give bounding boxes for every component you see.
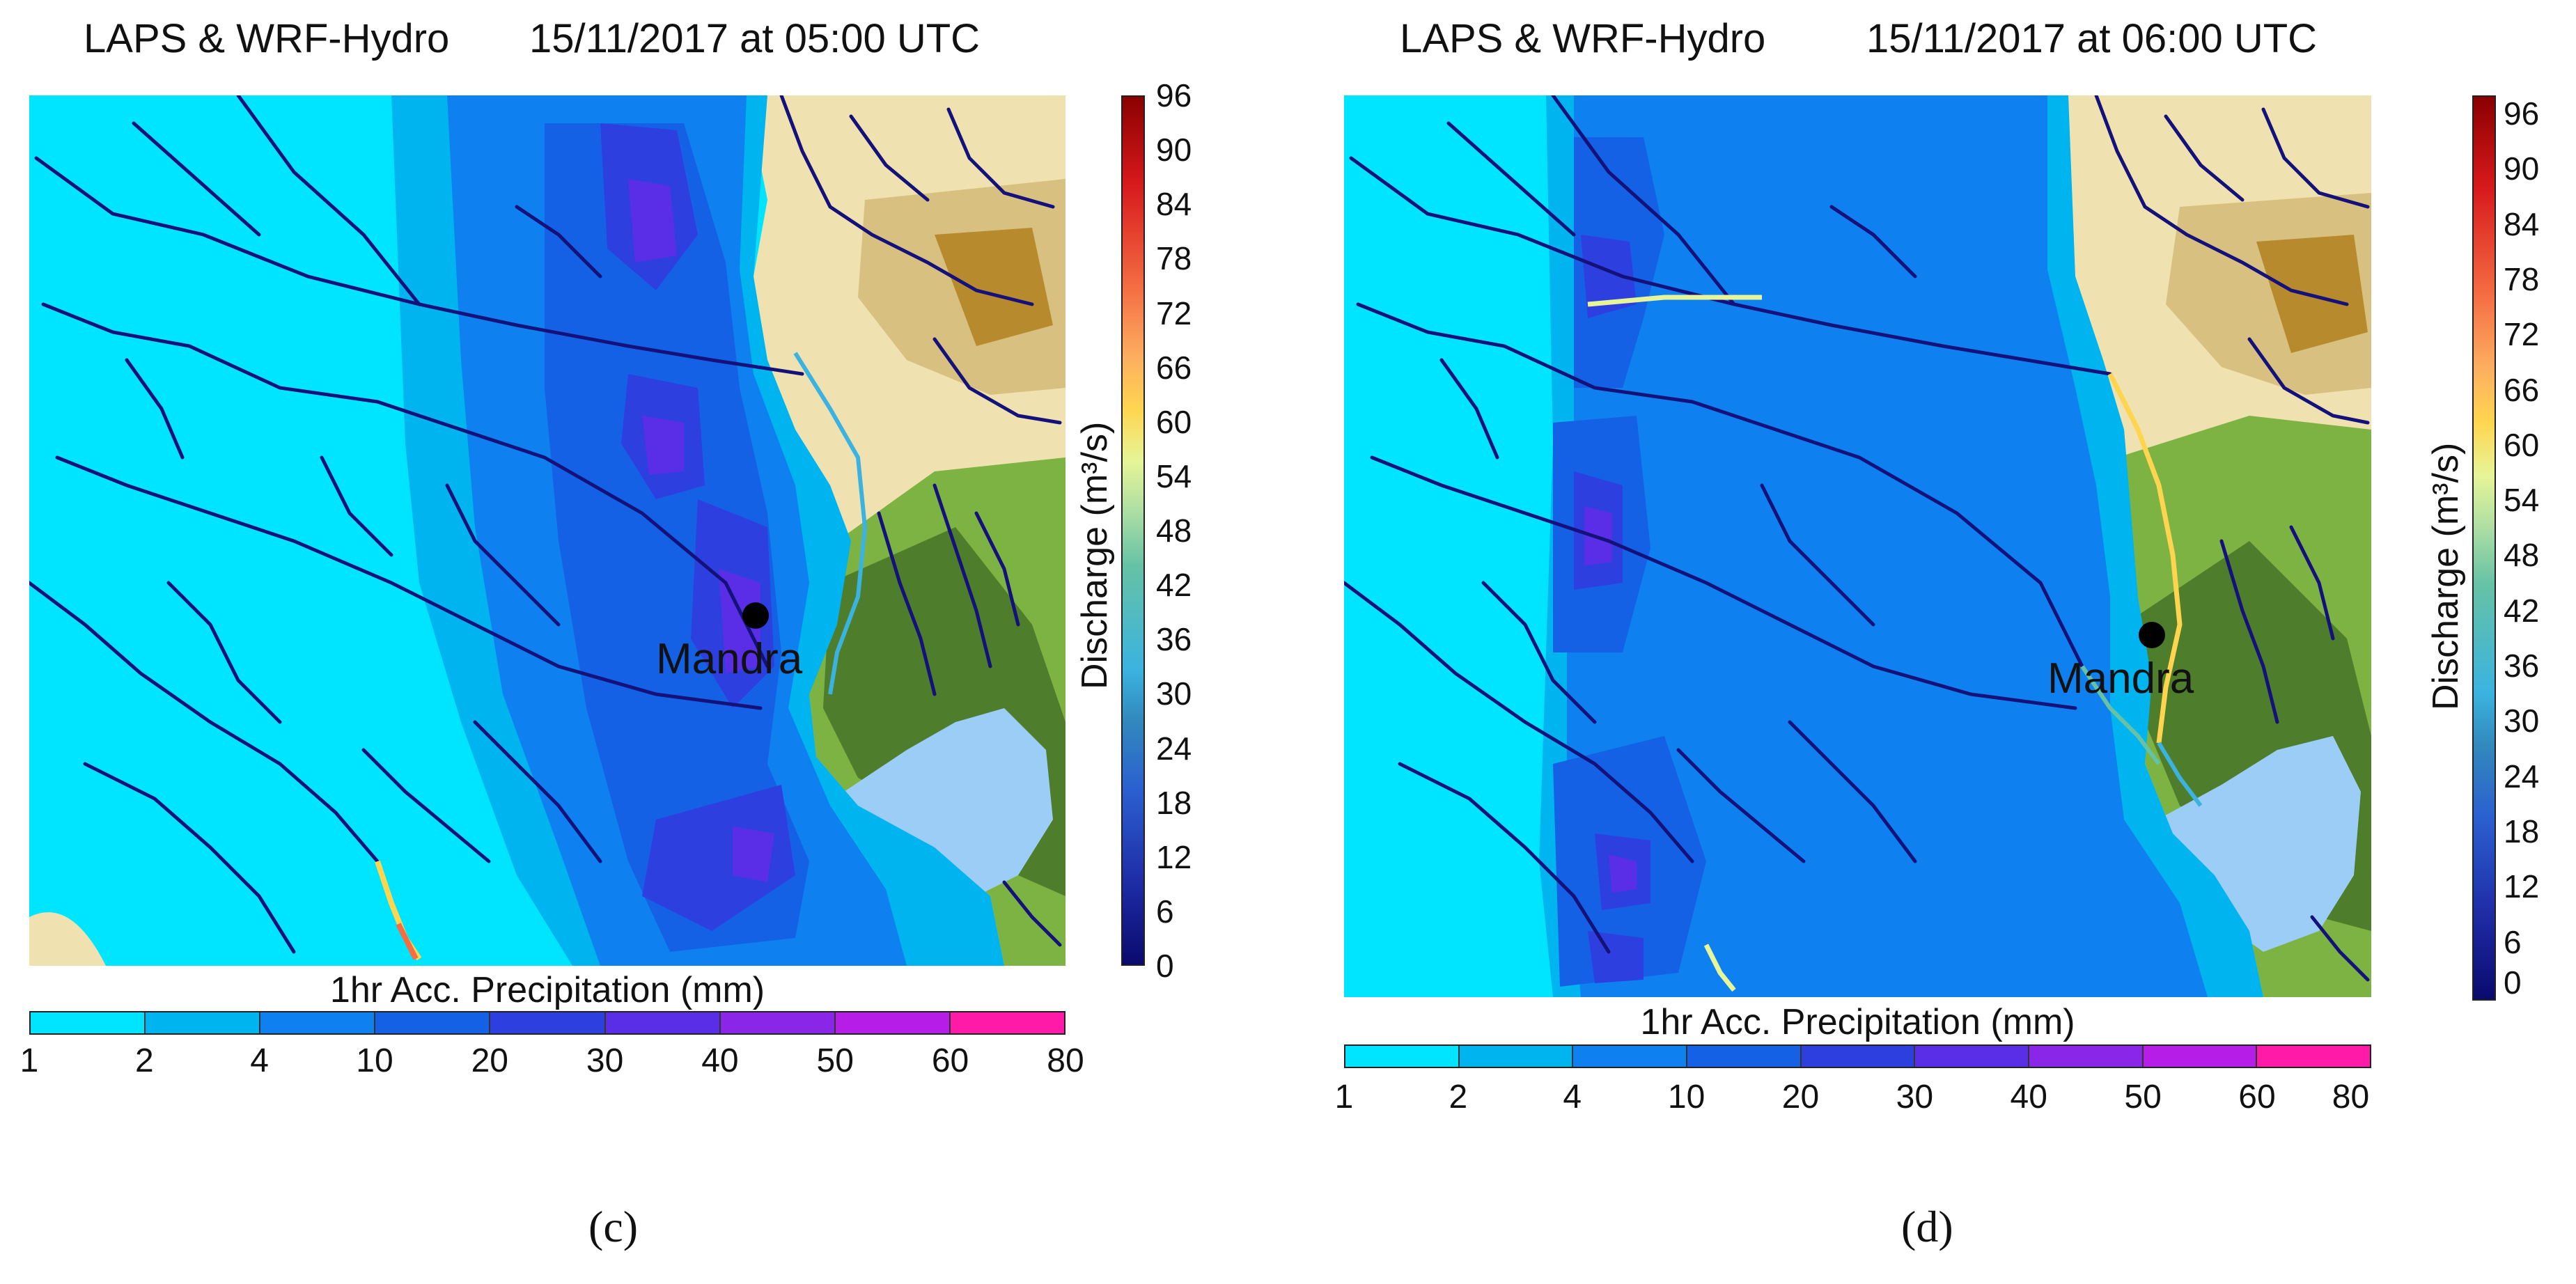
discharge-axis-label: Discharge (m³/s)	[1075, 421, 1115, 689]
panel-caption: (d)	[1901, 1202, 1953, 1251]
tick-label: 48	[1156, 512, 1192, 549]
tick-label: 2	[1449, 1079, 1468, 1115]
place-label-mandra: Mandra	[656, 635, 803, 683]
tick-label: 84	[2504, 205, 2540, 242]
tick-label: 30	[1896, 1079, 1934, 1115]
tick-label: 72	[2504, 316, 2540, 353]
precip-colorbar-label: 1hr Acc. Precipitation (mm)	[1640, 1002, 2075, 1042]
tick-label: 36	[1156, 621, 1192, 658]
panel-title-left: LAPS & WRF-Hydro	[84, 16, 450, 61]
tick-label: 42	[2504, 592, 2540, 629]
tick-label: 80	[2332, 1079, 2370, 1115]
panel-c: LAPS & WRF-Hydro 15/11/2017 at 05:00 UTC	[20, 16, 1226, 1251]
map-panel-c: Mandra	[29, 95, 1065, 966]
precip-tick-labels: 1 2 4 10 20 30 40 50 60 80	[20, 1042, 1084, 1086]
tick-label: 2	[134, 1042, 154, 1079]
tick-label: 4	[250, 1042, 269, 1079]
panel-d: LAPS & WRF-Hydro 15/11/2017 at 06:00 UTC	[1288, 0, 2576, 1284]
tick-label: 50	[816, 1042, 854, 1079]
tick-label: 66	[1156, 349, 1192, 386]
tick-label: 30	[1156, 675, 1192, 712]
tick-label: 20	[471, 1042, 508, 1079]
tick-label: 66	[2504, 371, 2540, 408]
discharge-colorbar	[2472, 95, 2496, 1001]
tick-label: 1	[19, 1042, 39, 1079]
tick-label: 0	[2504, 964, 2522, 1001]
tick-label: 84	[1156, 186, 1192, 223]
tick-label: 6	[1156, 893, 1174, 930]
map-panel-d: Mandra	[1344, 95, 2371, 997]
discharge-tick-labels: 96 90 84 78 72 66 60 54 48 42 36 30 24 1…	[1156, 79, 1226, 982]
tick-label: 54	[1156, 457, 1192, 494]
tick-label: 50	[2124, 1079, 2162, 1115]
tick-label: 24	[1156, 730, 1192, 767]
tick-label: 6	[2504, 923, 2522, 960]
tick-label: 12	[2504, 868, 2540, 905]
tick-label: 60	[1156, 403, 1192, 440]
place-label-mandra: Mandra	[2047, 655, 2194, 703]
precip-colorbar	[1344, 1044, 2371, 1068]
discharge-tick-labels: 96 90 84 78 72 66 60 54 48 42 36 30 24 1…	[2504, 95, 2573, 1001]
tick-label: 60	[931, 1042, 969, 1079]
tick-label: 36	[2504, 648, 2540, 684]
panel-title-left: LAPS & WRF-Hydro	[1400, 16, 1766, 61]
tick-label: 78	[2504, 260, 2540, 297]
panel-title-right: 15/11/2017 at 06:00 UTC	[1866, 16, 2318, 61]
tick-label: 96	[2504, 95, 2540, 132]
tick-label: 40	[701, 1042, 739, 1079]
panel-caption: (c)	[588, 1202, 639, 1251]
tick-label: 0	[1156, 948, 1174, 984]
tick-label: 10	[1667, 1079, 1705, 1115]
tick-label: 72	[1156, 295, 1192, 331]
tick-label: 30	[2504, 703, 2540, 739]
tick-label: 78	[1156, 240, 1192, 277]
tick-label: 48	[2504, 537, 2540, 574]
tick-label: 1	[1334, 1079, 1354, 1115]
precip-colorbar	[29, 1011, 1065, 1035]
tick-label: 60	[2504, 426, 2540, 463]
tick-label: 4	[1563, 1079, 1582, 1115]
tick-label: 60	[2238, 1079, 2276, 1115]
tick-label: 18	[2504, 813, 2540, 850]
tick-label: 24	[2504, 758, 2540, 794]
tick-label: 10	[356, 1042, 393, 1079]
tick-label: 96	[1156, 77, 1192, 113]
tick-label: 54	[2504, 482, 2540, 519]
tick-label: 40	[2010, 1079, 2047, 1115]
tick-label: 30	[586, 1042, 624, 1079]
tick-label: 18	[1156, 784, 1192, 821]
discharge-axis-label: Discharge (m³/s)	[2426, 442, 2466, 710]
tick-label: 80	[1047, 1042, 1084, 1079]
tick-label: 90	[2504, 150, 2540, 187]
precip-tick-labels: 1 2 4 10 20 30 40 50 60 80	[1335, 1079, 2371, 1122]
tick-label: 42	[1156, 567, 1192, 604]
precip-colorbar-label: 1hr Acc. Precipitation (mm)	[329, 970, 765, 1010]
tick-label: 90	[1156, 132, 1192, 169]
tick-label: 12	[1156, 838, 1192, 875]
tick-label: 20	[1781, 1079, 1820, 1115]
panel-title-right: 15/11/2017 at 05:00 UTC	[529, 16, 981, 61]
discharge-colorbar	[1121, 95, 1145, 966]
